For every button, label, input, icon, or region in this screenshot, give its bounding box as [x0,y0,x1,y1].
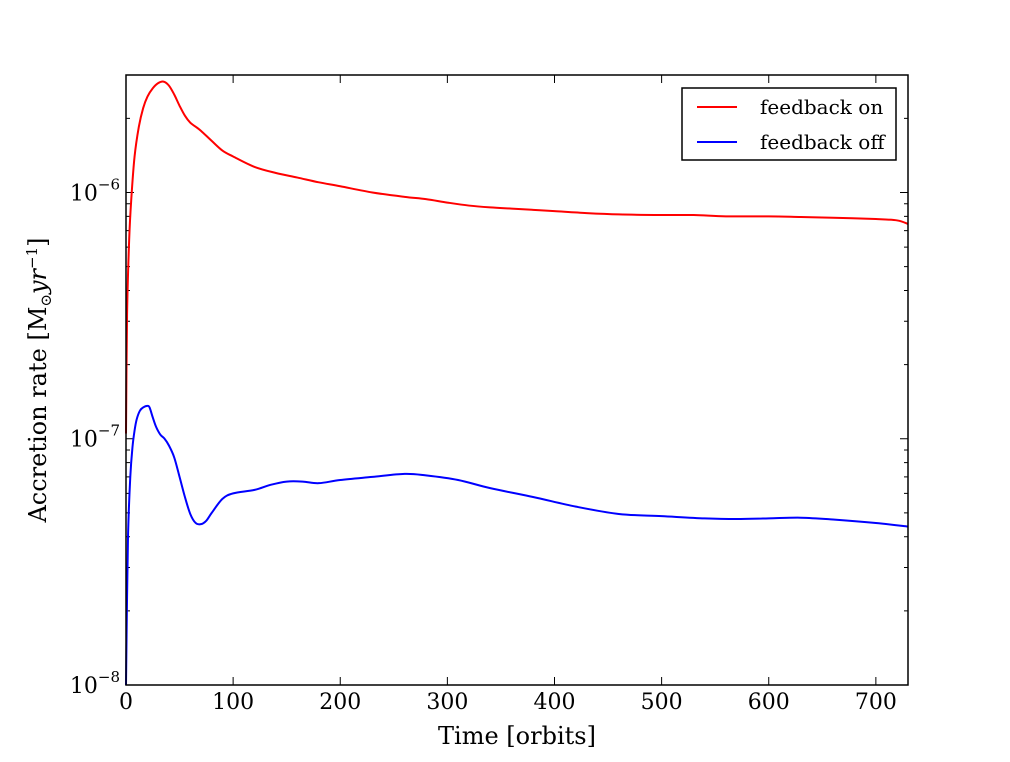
x-tick-label: 200 [319,690,361,715]
y-tick-label: 10−7 [70,422,120,453]
x-tick-label: 100 [212,690,254,715]
legend-label-feedback-off: feedback off [760,130,886,154]
legend-label-feedback-on: feedback on [760,95,883,119]
x-tick-label: 400 [533,690,575,715]
y-axis-label-main: Accretion rate [M [24,307,52,524]
y-tick-label-exponent: −8 [98,668,120,686]
legend-box [681,87,897,161]
x-tick-label: 500 [641,690,683,715]
y-tick-labels: 10−810−710−6 [70,175,120,699]
x-tick-label: 0 [119,690,133,715]
x-tick-label: 300 [426,690,468,715]
y-tick-label-base: 10 [70,181,98,206]
series-line-feedback-off [125,404,909,686]
y-tick-label: 10−8 [70,668,120,699]
y-tick-label-base: 10 [70,428,98,453]
y-axis-label-unit: yr [24,267,52,295]
y-tick-label-base: 10 [70,674,98,699]
y-axis-label-exponent: −1 [23,247,41,269]
y-axis-label-sun-symbol: ⊙ [37,294,55,307]
y-axis-label-close: ] [24,237,52,246]
plot-frame [125,74,909,686]
x-tick-labels: 0 100 200 300 400 500 600 700 [119,690,897,715]
x-tick-label: 600 [748,690,790,715]
y-tick-label-exponent: −7 [98,422,120,440]
y-axis-label: Accretion rate [M⊙yr−1] [23,237,55,523]
series-layer [125,80,909,686]
y-tick-label: 10−6 [70,175,120,206]
x-tick-label: 700 [855,690,897,715]
series-line-feedback-on [125,80,909,434]
y-tick-label-exponent: −6 [98,175,120,193]
legend: feedback on feedback off [681,87,897,161]
x-axis-label: Time [orbits] [438,722,596,750]
